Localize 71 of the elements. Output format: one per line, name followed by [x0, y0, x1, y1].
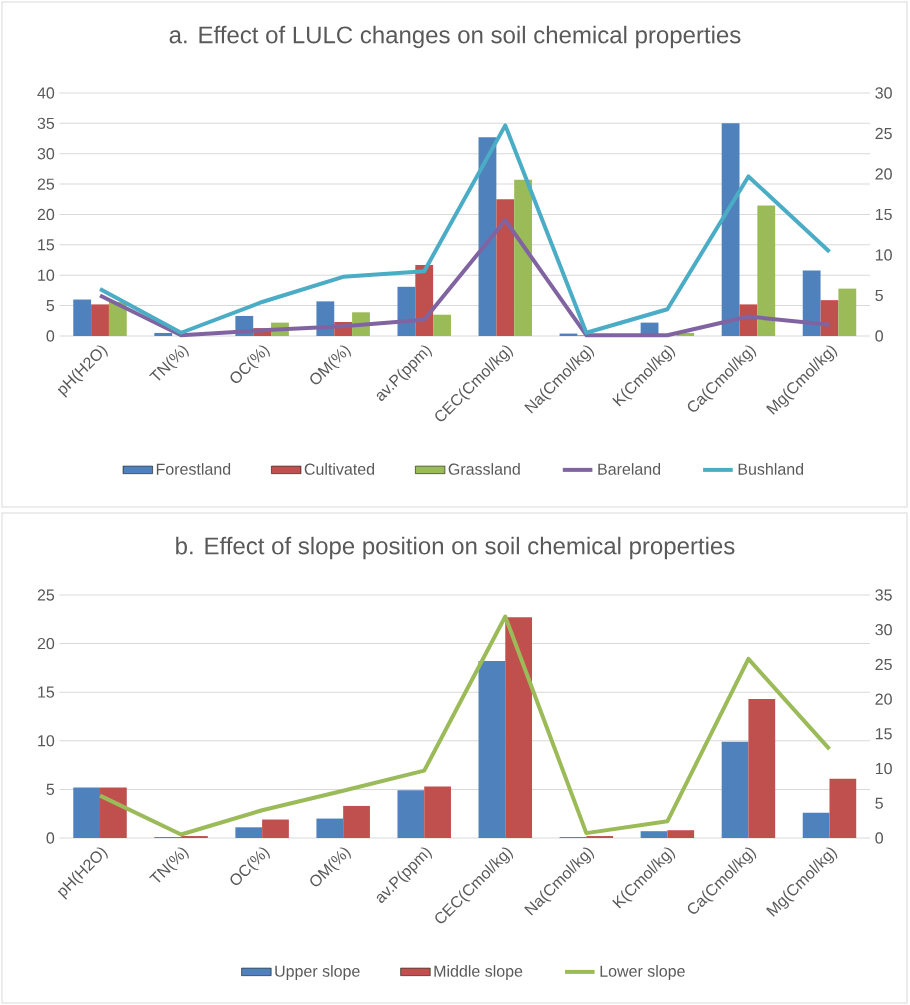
chart-title: a. Effect of LULC changes on soil chemical properties — [169, 25, 741, 49]
bar — [748, 699, 776, 838]
y-tick-label: 10 — [38, 269, 55, 281]
y2-tick-label: 30 — [875, 87, 892, 99]
y2-tick-label: 10 — [875, 249, 892, 261]
y-tick-label: 25 — [37, 589, 55, 601]
legend-label: Lower slope — [600, 965, 685, 981]
bar — [829, 778, 857, 838]
bar — [235, 827, 263, 838]
bar — [505, 617, 533, 838]
line-series — [98, 218, 832, 338]
y2-tick-label: 10 — [875, 762, 892, 775]
y-tick-label: 20 — [37, 637, 55, 650]
bar — [154, 332, 173, 336]
bar — [820, 300, 839, 336]
y-tick-label: 0 — [46, 832, 55, 844]
line-series — [98, 614, 832, 837]
y2-tick-label: 0 — [875, 832, 883, 844]
bar — [73, 299, 92, 336]
legend-label: Grassland — [448, 463, 520, 475]
bar — [433, 314, 451, 336]
legend-label: Cultivated — [304, 463, 375, 475]
legend-label: Middle slope — [434, 965, 523, 981]
legend-label: Bareland — [598, 463, 661, 475]
bar — [100, 787, 127, 838]
y-tick-label: 15 — [38, 239, 55, 251]
bar — [397, 790, 425, 838]
bar — [667, 830, 695, 838]
bar — [721, 123, 740, 336]
bar — [802, 270, 821, 336]
y-tick-label: 10 — [38, 735, 55, 747]
bar — [424, 786, 451, 838]
y-tick-label: 0 — [46, 330, 55, 342]
y2-tick-label: 15 — [875, 728, 892, 740]
bar — [721, 741, 749, 838]
y2-tick-label: 15 — [875, 208, 892, 221]
bar — [343, 805, 370, 838]
line-series — [98, 123, 832, 335]
y-tick-label: 40 — [37, 87, 55, 99]
y2-tick-label: 5 — [875, 289, 883, 302]
y-tick-label: 25 — [37, 178, 55, 190]
y-tick-label: 15 — [38, 686, 55, 698]
bar — [757, 205, 776, 336]
bar — [478, 661, 506, 838]
y2-tick-label: 20 — [875, 693, 892, 705]
y2-tick-label: 25 — [875, 658, 892, 671]
y-tick-label: 5 — [46, 783, 55, 795]
legend-label: Forestland — [156, 463, 231, 475]
chart-title: b. Effect of slope position on soil chemical properties — [176, 536, 735, 560]
bar — [640, 831, 668, 838]
bar — [802, 812, 830, 838]
y2-tick-label: 25 — [875, 127, 892, 140]
y-tick-label: 20 — [37, 208, 55, 221]
y-tick-label: 35 — [37, 117, 55, 130]
y2-tick-label: 30 — [875, 624, 892, 636]
y2-tick-label: 0 — [875, 330, 883, 342]
bar — [838, 288, 857, 336]
bar — [514, 179, 533, 336]
bar — [262, 819, 289, 838]
legend-label: Bushland — [738, 463, 804, 475]
y2-tick-label: 20 — [875, 168, 892, 180]
bar — [91, 304, 109, 336]
bar — [397, 286, 416, 336]
bar — [496, 199, 515, 336]
y-tick-label: 5 — [46, 300, 55, 312]
bar — [316, 818, 344, 838]
y2-tick-label: 5 — [875, 797, 883, 809]
bar — [73, 787, 101, 838]
legend-label: Upper slope — [275, 965, 360, 981]
y2-tick-label: 35 — [875, 589, 892, 601]
y-tick-label: 30 — [37, 148, 55, 160]
